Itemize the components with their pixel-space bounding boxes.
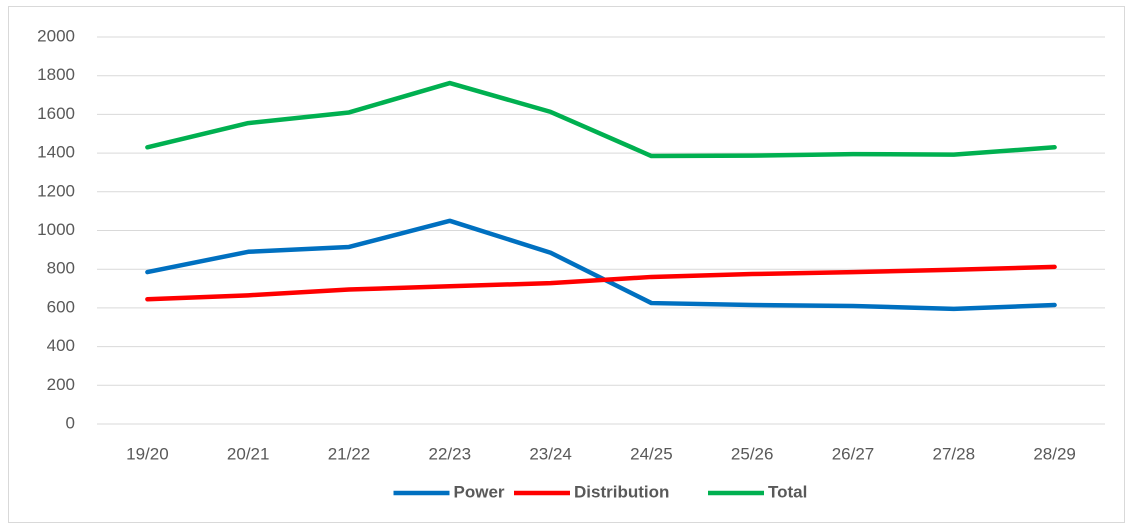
y-tick-label: 2000 — [37, 26, 75, 45]
x-tick-label: 22/23 — [429, 444, 472, 463]
legend-label: Total — [768, 482, 807, 501]
y-tick-label: 1600 — [37, 104, 75, 123]
y-tick-label: 200 — [47, 375, 75, 394]
y-tick-label: 0 — [66, 413, 75, 432]
y-tick-label: 1400 — [37, 143, 75, 162]
y-tick-label: 800 — [47, 259, 75, 278]
x-tick-label: 20/21 — [227, 444, 270, 463]
line-series — [145, 80, 1057, 159]
legend-label: Distribution — [574, 482, 669, 501]
x-tick-label: 21/22 — [328, 444, 371, 463]
legend-label: Power — [454, 482, 505, 501]
x-tick-label: 26/27 — [832, 444, 875, 463]
x-tick-label: 27/28 — [933, 444, 976, 463]
x-tick-label: 19/20 — [126, 444, 169, 463]
x-tick-label: 25/26 — [731, 444, 774, 463]
x-tick-label: 28/29 — [1033, 444, 1076, 463]
y-tick-label: 1000 — [37, 220, 75, 239]
x-tick-label: 24/25 — [630, 444, 673, 463]
y-tick-label: 600 — [47, 297, 75, 316]
x-tick-label: 23/24 — [529, 444, 572, 463]
line-series — [145, 264, 1057, 302]
y-tick-label: 1800 — [37, 65, 75, 84]
y-tick-label: 400 — [47, 336, 75, 355]
y-tick-label: 1200 — [37, 181, 75, 200]
